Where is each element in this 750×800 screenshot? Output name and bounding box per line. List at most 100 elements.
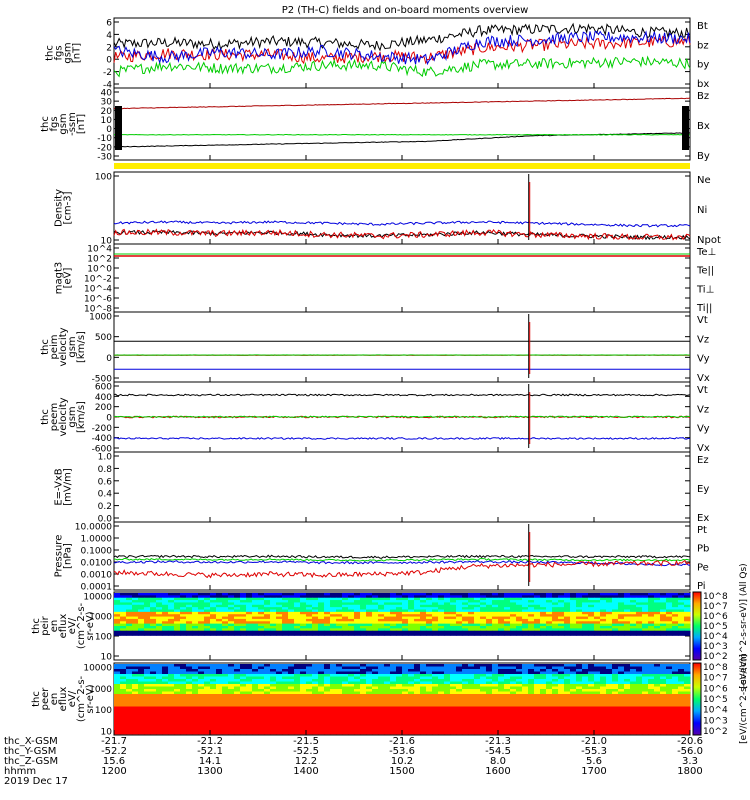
spectrogram-cell	[378, 709, 385, 712]
spectrogram-cell	[462, 630, 469, 634]
spectrogram-cell	[288, 604, 295, 608]
spectrogram-cell	[408, 593, 415, 596]
spectrogram-cell	[336, 681, 343, 685]
spectrogram-cell	[126, 719, 133, 722]
spectrogram-cell	[534, 689, 541, 692]
spectrogram-cell	[576, 664, 583, 667]
spectrogram-cell	[264, 607, 271, 610]
spectrogram-cell	[372, 611, 379, 615]
spectrogram-cell	[654, 628, 661, 632]
spectrogram-cell	[114, 630, 121, 634]
spectrogram-cell	[432, 630, 439, 634]
spectrogram-cell	[186, 724, 193, 727]
spectrogram-cell	[444, 694, 451, 697]
spectrogram-cell	[648, 714, 655, 717]
spectrogram-cell	[324, 602, 331, 606]
spectrogram-cell	[348, 701, 355, 705]
spectrogram-cell	[114, 709, 121, 712]
spectrogram-cell	[438, 706, 445, 710]
spectrogram-cell	[624, 716, 631, 720]
spectrogram-cell	[432, 597, 439, 601]
spectrogram-cell	[276, 611, 283, 615]
spectrogram-cell	[396, 679, 403, 682]
spectrogram-cell	[162, 729, 169, 732]
spectrogram-cell	[294, 704, 301, 707]
spectrogram-cell	[198, 674, 205, 677]
spectrogram-cell	[438, 719, 445, 722]
spectrogram-cell	[432, 604, 439, 608]
spectrogram-cell	[342, 704, 349, 707]
spectrogram-cell	[114, 611, 121, 615]
spectrogram-cell	[504, 681, 511, 685]
spectrogram-cell	[114, 621, 121, 625]
spectrogram-cell	[330, 674, 337, 677]
spectrogram-cell	[504, 626, 511, 629]
spectrogram-cell	[312, 604, 319, 608]
spectrogram-cell	[324, 618, 331, 622]
spectrogram-cell	[186, 630, 193, 634]
spectrogram-cell	[540, 726, 547, 730]
spectrogram-cell	[618, 595, 625, 599]
spectrogram-cell	[432, 691, 439, 695]
spectrogram-cell	[654, 666, 661, 670]
spectrogram-cell	[132, 674, 139, 677]
spectrogram-cell	[378, 664, 385, 667]
spectrogram-cell	[414, 669, 421, 672]
spectrogram-cell	[162, 611, 169, 615]
spectrogram-cell	[336, 686, 343, 690]
spectrogram-cell	[396, 701, 403, 705]
spectrogram-cell	[672, 630, 679, 634]
spectrogram-cell	[642, 671, 649, 675]
spectrogram-cell	[414, 711, 421, 715]
spectrogram-cell	[420, 621, 427, 625]
spectrogram-cell	[456, 721, 463, 725]
spectrogram-cell	[324, 614, 331, 617]
spectrogram-cell	[480, 689, 487, 692]
spectrogram-cell	[522, 623, 529, 627]
spectrogram-cell	[126, 731, 133, 735]
spectrogram-cell	[666, 704, 673, 707]
spectrogram-cell	[174, 709, 181, 712]
ytick-label: 0	[106, 354, 112, 364]
spectrogram-cell	[366, 689, 373, 692]
spectrogram-cell	[582, 611, 589, 615]
spectrogram-cell	[666, 716, 673, 720]
spectrogram-cell	[420, 666, 427, 670]
spectrogram-cell	[522, 709, 529, 712]
spectrogram-cell	[348, 595, 355, 599]
spectrogram-cell	[306, 706, 313, 710]
spectrogram-cell	[504, 694, 511, 697]
spectrogram-cell	[234, 607, 241, 610]
spectrogram-cell	[558, 666, 565, 670]
spectrogram-cell	[672, 724, 679, 727]
spectrogram-cell	[150, 595, 157, 599]
spectrogram-cell	[324, 621, 331, 625]
spectrogram-cell	[312, 609, 319, 613]
spectrogram-cell	[564, 691, 571, 695]
spectrogram-cell	[594, 604, 601, 608]
xaxis-value: -52.1	[197, 746, 223, 757]
spectrogram-cell	[360, 686, 367, 690]
spectrogram-cell	[540, 597, 547, 601]
spectrogram-cell	[246, 671, 253, 675]
spectrogram-cell	[492, 628, 499, 632]
spectrogram-cell	[546, 602, 553, 606]
spectrogram-cell	[606, 602, 613, 606]
spectrogram-cell	[630, 621, 637, 625]
spectrogram-cell	[144, 609, 151, 613]
spectrogram-cell	[168, 671, 175, 675]
spectrogram-cell	[198, 716, 205, 720]
spectrogram-cell	[288, 626, 295, 629]
spectrogram-cell	[588, 711, 595, 715]
spectrogram-cell	[306, 600, 313, 603]
spectrogram-cell	[306, 711, 313, 715]
spectrogram-cell	[492, 716, 499, 720]
spectrogram-cell	[564, 711, 571, 715]
spectrogram-cell	[486, 593, 493, 596]
spectrogram-cell	[480, 714, 487, 717]
spectrogram-cell	[480, 729, 487, 732]
legend-bz: Bz	[697, 91, 709, 102]
spectrogram-cell	[402, 595, 409, 599]
spectrogram-cell	[528, 706, 535, 710]
spectrogram-cell	[456, 609, 463, 613]
